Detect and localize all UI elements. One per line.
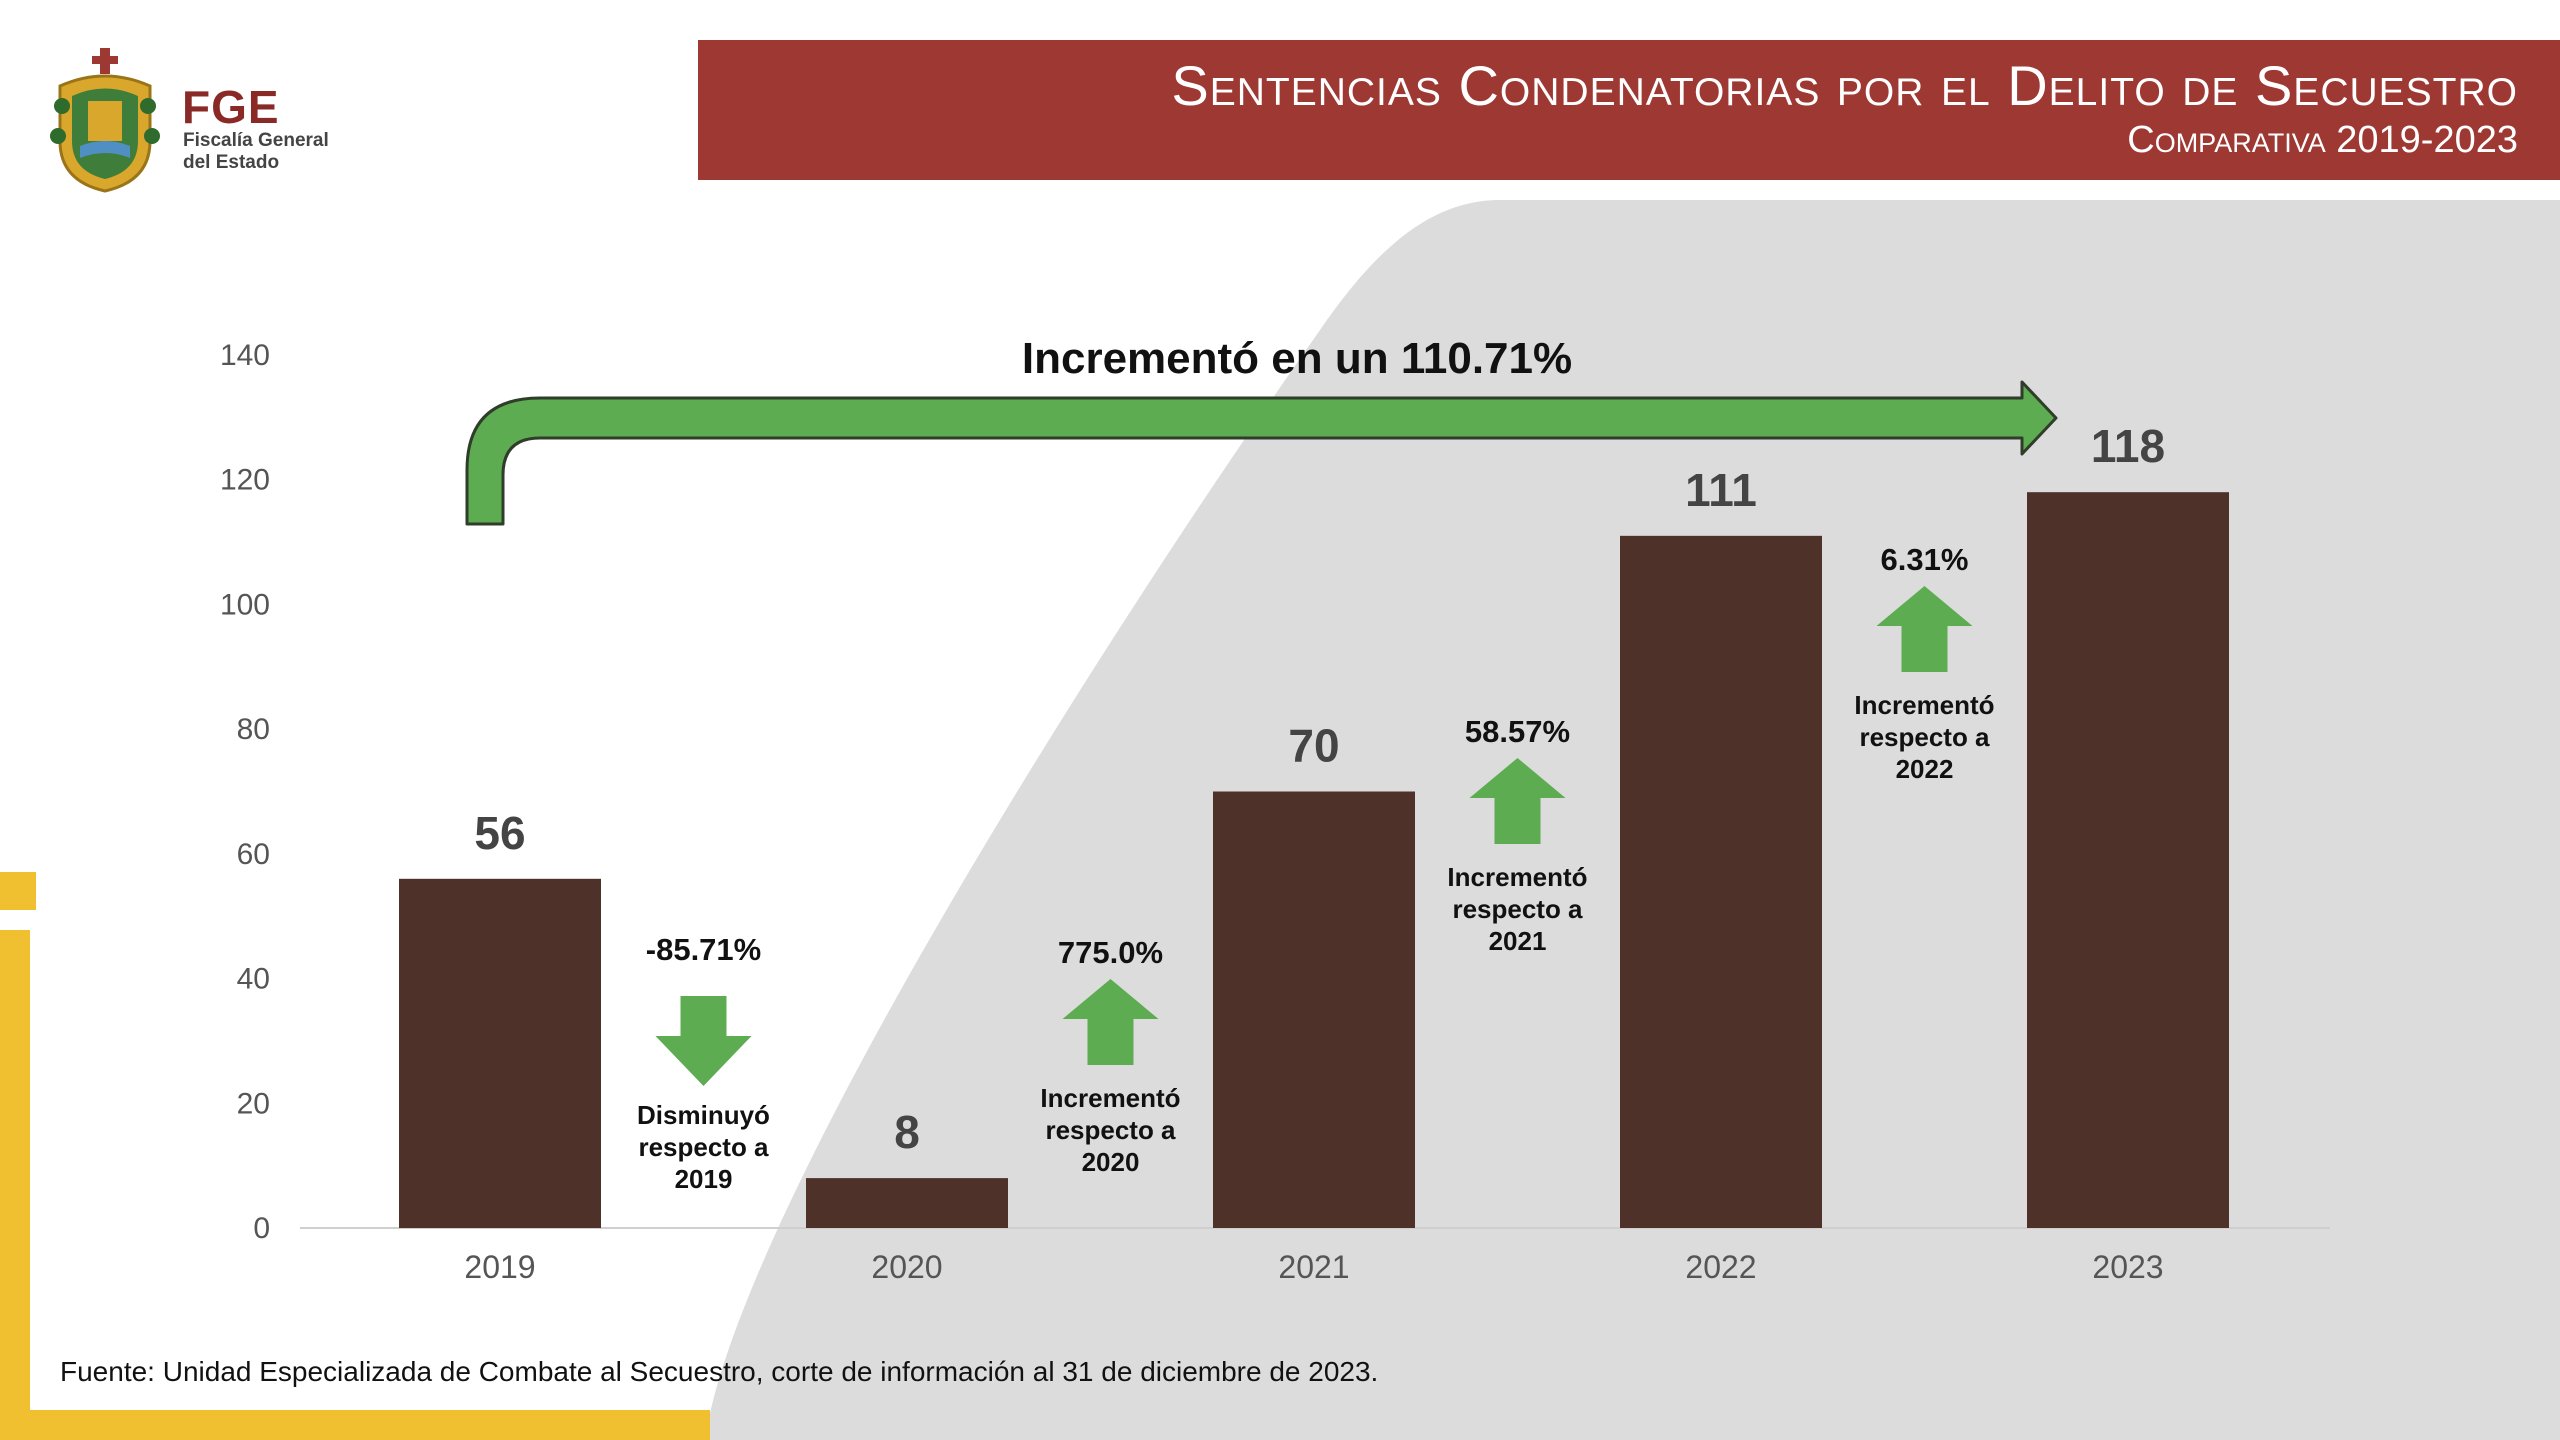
coat-of-arms-icon	[50, 48, 160, 193]
arrow-down-icon	[655, 996, 752, 1086]
x-tick-label: 2022	[1685, 1249, 1756, 1285]
y-tick-label: 0	[253, 1212, 270, 1245]
logo: FGE Fiscalía General del Estado	[40, 40, 360, 200]
logo-subtitle-line1: Fiscalía General	[183, 130, 329, 151]
change-description: 2020	[1082, 1147, 1140, 1177]
change-description: respecto a	[638, 1132, 769, 1162]
x-tick-label: 2023	[2092, 1249, 2163, 1285]
page-subtitle: Comparativa 2019-2023	[2127, 119, 2518, 161]
page-title: Sentencias Condenatorias por el Delito d…	[1171, 54, 2518, 117]
change-percent: 58.57%	[1465, 714, 1570, 749]
change-description: 2021	[1489, 926, 1547, 956]
logo-subtitle-line2: del Estado	[183, 152, 280, 173]
change-description: 2019	[675, 1164, 733, 1194]
arrow-up-icon	[1876, 586, 1973, 672]
change-percent: 6.31%	[1881, 542, 1969, 577]
overall-change: Incrementó en un 110.71%	[465, 334, 2058, 526]
logo-subtitle: Fiscalía General del Estado	[183, 130, 343, 174]
change-percent: -85.71%	[646, 932, 761, 967]
title-banner: Sentencias Condenatorias por el Delito d…	[698, 40, 2560, 180]
change-description: respecto a	[1452, 894, 1583, 924]
y-tick-label: 60	[237, 838, 270, 871]
accent-bar-top	[0, 872, 36, 910]
x-tick-label: 2020	[871, 1249, 942, 1285]
change-description: Incrementó	[1447, 862, 1587, 892]
change-description: 2022	[1896, 754, 1954, 784]
change-percent: 775.0%	[1058, 935, 1163, 970]
source-note: Fuente: Unidad Especializada de Combate …	[60, 1356, 1379, 1387]
x-tick-label: 2021	[1278, 1249, 1349, 1285]
bar-2019	[399, 878, 601, 1228]
change-description: Incrementó	[1854, 690, 1994, 720]
overall-change-label: Incrementó en un 110.71%	[1022, 334, 1572, 383]
y-tick-label: 80	[237, 713, 270, 746]
change-description: Disminuyó	[637, 1100, 770, 1130]
change-description: Incrementó	[1040, 1083, 1180, 1113]
bar-2021	[1213, 791, 1415, 1228]
y-tick-label: 20	[237, 1087, 270, 1120]
x-tick-label: 2019	[464, 1249, 535, 1285]
y-tick-label: 100	[220, 588, 270, 621]
logo-name: FGE	[182, 81, 280, 133]
bar-2022	[1620, 535, 1822, 1228]
value-label: 111	[1685, 464, 1757, 516]
arrow-up-icon	[1469, 758, 1566, 844]
value-label: 118	[2091, 420, 2165, 472]
bar-2020	[806, 1178, 1008, 1228]
bar-2023	[2027, 492, 2229, 1229]
value-label: 56	[474, 807, 525, 859]
y-tick-label: 140	[220, 339, 270, 372]
y-tick-label: 40	[237, 963, 270, 996]
bent-arrow-icon	[465, 380, 2058, 526]
change-description: respecto a	[1859, 722, 1990, 752]
value-label: 8	[894, 1106, 920, 1158]
value-label: 70	[1288, 720, 1339, 772]
change-description: respecto a	[1045, 1115, 1176, 1145]
y-tick-label: 120	[220, 464, 270, 497]
arrow-up-icon	[1062, 979, 1159, 1065]
